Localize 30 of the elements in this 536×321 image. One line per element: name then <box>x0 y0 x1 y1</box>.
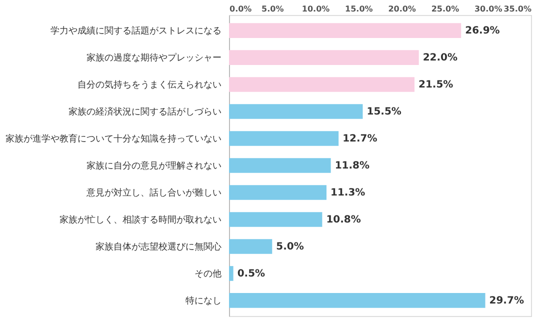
y-tick-label: 家族が進学や教育について十分な知識を持っていない <box>6 134 222 145</box>
data-label: 0.5% <box>237 268 266 280</box>
x-tick-label: 0.0% <box>230 4 252 14</box>
y-tick-label: 意見が対立し、話し合いが難しい <box>86 187 222 198</box>
data-label: 5.0% <box>276 241 304 252</box>
data-label: 11.8% <box>334 160 370 172</box>
data-label: 11.3% <box>330 187 366 198</box>
y-tick-label: 家族が忙しく、相談する時間が取れない <box>60 214 222 226</box>
y-tick-label: 自分の気持ちをうまく伝えられない <box>78 80 222 91</box>
data-label: 10.8% <box>326 214 361 226</box>
data-label: 15.5% <box>366 106 402 118</box>
y-tick-label: 特になし <box>186 295 222 306</box>
data-label: 22.0% <box>422 52 458 64</box>
x-tick-label: 35.0% <box>504 4 532 14</box>
x-tick-label: 20.0% <box>388 4 416 14</box>
x-tick-label: 5.0% <box>262 4 284 14</box>
data-label: 21.5% <box>418 80 454 91</box>
x-tick-label: 30.0% <box>474 4 502 14</box>
y-tick-label: その他 <box>194 268 222 280</box>
x-tick-label: 15.0% <box>345 4 373 14</box>
y-tick-label: 家族の経済状況に関する話がしづらい <box>68 106 222 118</box>
y-tick-label: 学力や成績に関する話題がストレスになる <box>50 26 222 37</box>
x-tick-label: 25.0% <box>431 4 460 14</box>
y-tick-label: 家族の過度な期待やプレッシャー <box>86 52 222 64</box>
data-label: 29.7% <box>489 295 524 306</box>
data-label: 26.9% <box>465 26 500 37</box>
y-tick-label: 家族に自分の意見が理解されない <box>86 160 222 172</box>
data-label: 12.7% <box>342 134 378 145</box>
x-tick-label: 10.0% <box>302 4 330 14</box>
y-tick-label: 家族自体が志望校選びに無関心 <box>96 241 222 252</box>
